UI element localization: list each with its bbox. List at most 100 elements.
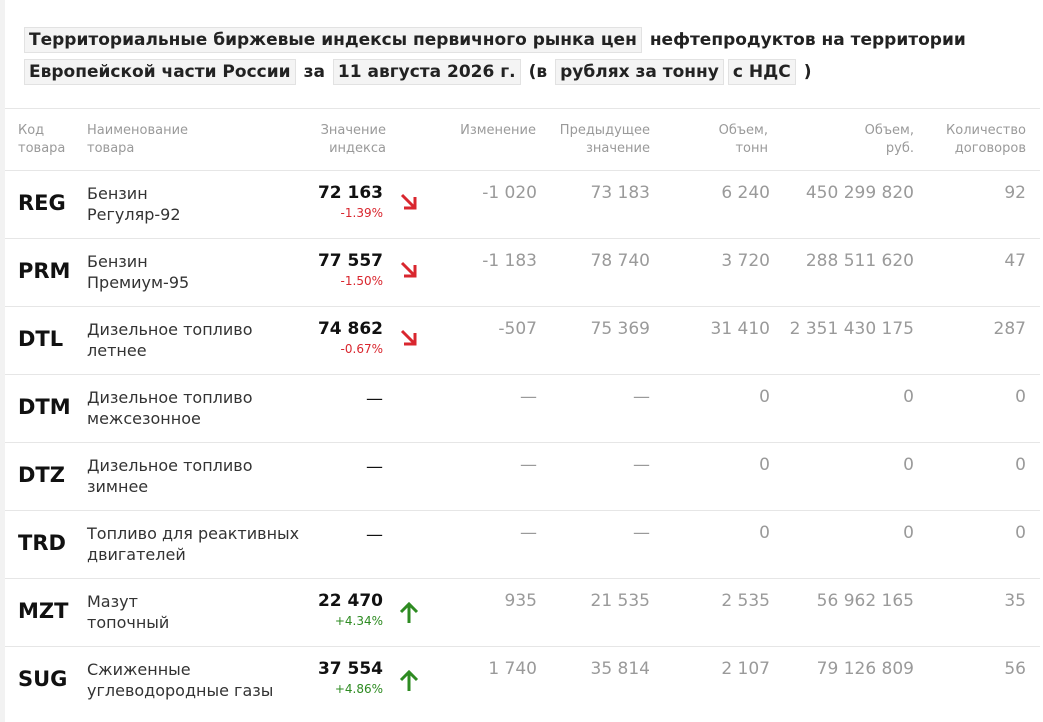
change-percent: -1.50% — [340, 274, 383, 288]
value-cell: -1 020 — [482, 183, 537, 203]
table-row: MZT Мазут топочный 22 470 +4.34% 935 21 535 2 … — [5, 578, 1040, 646]
title-segment: за — [303, 62, 325, 82]
value-cell: 3 720 — [721, 251, 770, 271]
index-value: 74 862 — [317, 319, 383, 339]
index-value: 22 470 — [317, 591, 383, 611]
value-cell: 21 535 — [590, 591, 650, 611]
index-value: 37 554 — [317, 659, 383, 679]
arrow-shape — [400, 261, 417, 278]
value-cell: 0 — [1015, 455, 1026, 475]
arrow-shape — [399, 601, 419, 623]
column-header: Значение индекса — [320, 123, 386, 156]
title-segment: (в — [528, 62, 548, 82]
product-name: Дизельное топливо зимнее — [87, 456, 253, 496]
column-header: Изменение — [460, 123, 536, 138]
arrow-down — [400, 193, 417, 210]
value-cell: 73 183 — [590, 183, 650, 203]
value-cell: 47 — [1004, 251, 1026, 271]
column-header: Код товара — [18, 123, 66, 156]
product-code: DTL — [18, 327, 64, 351]
value-cell: — — [633, 523, 650, 543]
column-header: Наименование товара — [87, 123, 189, 156]
product-code: DTM — [18, 395, 71, 419]
product-name: Бензин Премиум-95 — [87, 252, 190, 292]
arrow-shape — [400, 193, 417, 210]
value-cell: 31 410 — [710, 319, 770, 339]
value-cell: 0 — [1015, 387, 1026, 407]
table-row: DTL Дизельное топливо летнее 74 862 -0.67% -… — [5, 306, 1040, 374]
value-cell: 2 107 — [721, 659, 770, 679]
arrow-up — [399, 669, 419, 691]
table-row: DTZ Дизельное топливо зимнее — — — 0 0 0 — [5, 442, 1040, 510]
index-value: 77 557 — [317, 251, 383, 271]
arrow-up — [399, 601, 419, 623]
value-cell: 75 369 — [590, 319, 650, 339]
value-cell: 288 511 620 — [805, 251, 914, 271]
index-value: 72 163 — [317, 183, 383, 203]
product-name: Топливо для реактивных двигателей — [87, 524, 300, 564]
value-cell: 6 240 — [721, 183, 770, 203]
value-cell: — — [520, 455, 537, 475]
value-cell: 35 814 — [590, 659, 650, 679]
product-name: Дизельное топливо летнее — [87, 320, 253, 360]
product-code: MZT — [18, 599, 69, 623]
product-name: Бензин Регуляр-92 — [87, 184, 181, 224]
table-row: PRM Бензин Премиум-95 77 557 -1.50% -1 183 78… — [5, 238, 1040, 306]
arrow-shape — [399, 669, 419, 691]
value-cell: 92 — [1004, 183, 1026, 203]
value-cell: 35 — [1004, 591, 1026, 611]
title-segment: Территориальные биржевые индексы первичн… — [24, 27, 642, 53]
title: Территориальные биржевые индексы первичн… — [24, 24, 1024, 88]
value-cell: 0 — [903, 523, 914, 543]
column-header: Предыдущее значение — [559, 123, 650, 156]
product-code: SUG — [18, 667, 68, 691]
title-segment: рублях за тонну — [555, 59, 724, 85]
value-cell: 0 — [759, 523, 770, 543]
table-row: REG Бензин Регуляр-92 72 163 -1.39% -1 020 73… — [5, 170, 1040, 238]
index-value: — — [366, 389, 383, 409]
left-bar — [0, 0, 5, 722]
change-percent: +4.86% — [334, 682, 383, 696]
value-cell: 56 — [1004, 659, 1026, 679]
value-cell: 0 — [903, 387, 914, 407]
title-segment: с НДС — [727, 59, 796, 85]
value-cell: 287 — [993, 319, 1026, 339]
value-cell: 79 126 809 — [816, 659, 914, 679]
value-cell: 78 740 — [590, 251, 650, 271]
value-cell: 0 — [759, 455, 770, 475]
value-cell: — — [520, 387, 537, 407]
value-cell: 2 535 — [721, 591, 770, 611]
product-code: PRM — [18, 259, 71, 283]
table-row: DTM Дизельное топливо межсезонное — — — 0 0 0 — [5, 374, 1040, 442]
column-header: Объем, тонн — [718, 123, 768, 156]
product-code: REG — [18, 191, 66, 215]
index-value: — — [366, 525, 383, 545]
value-cell: -1 183 — [482, 251, 537, 271]
table: Код товара Наименование товара Значение ин… — [5, 108, 1040, 714]
product-code: DTZ — [18, 463, 65, 487]
change-percent: +4.34% — [334, 614, 383, 628]
value-cell: — — [633, 387, 650, 407]
title-segment: Европейской части России — [24, 59, 296, 85]
value-cell: 0 — [1015, 523, 1026, 543]
value-cell: — — [633, 455, 650, 475]
header-row: Код товара Наименование товара Значение ин… — [5, 108, 1040, 170]
arrow-down — [400, 329, 417, 346]
product-code: TRD — [18, 531, 66, 555]
value-cell: 56 962 165 — [816, 591, 914, 611]
value-cell: 1 740 — [488, 659, 537, 679]
product-name: Мазут топочный — [87, 592, 170, 632]
product-name: Дизельное топливо межсезонное — [87, 388, 253, 428]
change-percent: -0.67% — [340, 342, 383, 356]
value-cell: 0 — [759, 387, 770, 407]
product-name: Сжиженные углеводородные газы — [87, 660, 274, 700]
value-cell: 0 — [903, 455, 914, 475]
index-value: — — [366, 457, 383, 477]
change-percent: -1.39% — [340, 206, 383, 220]
column-header: Количество договоров — [946, 123, 1026, 156]
title-segment: 11 августа 2026 г. — [332, 59, 521, 85]
value-cell: 935 — [504, 591, 537, 611]
value-cell: 450 299 820 — [805, 183, 914, 203]
